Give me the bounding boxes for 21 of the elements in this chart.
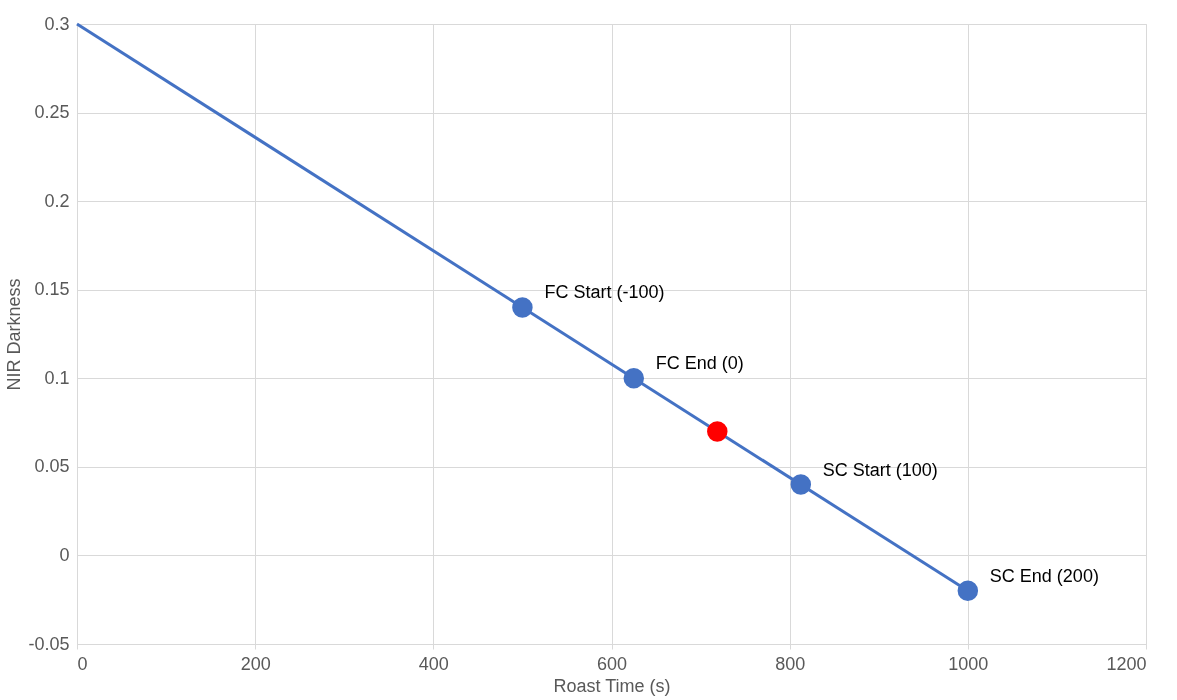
- y-tick-label: 0.25: [34, 102, 70, 123]
- x-axis-title: Roast Time (s): [553, 675, 671, 696]
- y-axis-title: NIR Darkness: [4, 278, 25, 391]
- x-tick-label: 400: [418, 653, 449, 674]
- x-tick-label: 200: [240, 653, 271, 674]
- annotation: FC Start (-100): [544, 282, 665, 303]
- x-tick-label: 600: [596, 653, 628, 674]
- annotation: FC End (0): [655, 353, 744, 374]
- x-tick-label: 1000: [948, 653, 989, 674]
- y-tick-label: -0.05: [28, 633, 70, 654]
- x-tick-label: 800: [775, 653, 806, 674]
- annotation: SC Start (100): [822, 459, 938, 480]
- x-tick-label: 1200: [1106, 653, 1147, 674]
- y-tick-label: 0: [59, 544, 70, 565]
- y-tick-label: 0.2: [44, 190, 70, 211]
- y-tick-label: 0.1: [44, 367, 70, 388]
- annotation: SC End (200): [989, 565, 1099, 586]
- y-tick-label: 0.3: [44, 13, 70, 34]
- x-tick-label: 0: [77, 653, 88, 674]
- y-tick-label: 0.05: [34, 456, 70, 477]
- y-tick-label: 0.15: [34, 279, 70, 300]
